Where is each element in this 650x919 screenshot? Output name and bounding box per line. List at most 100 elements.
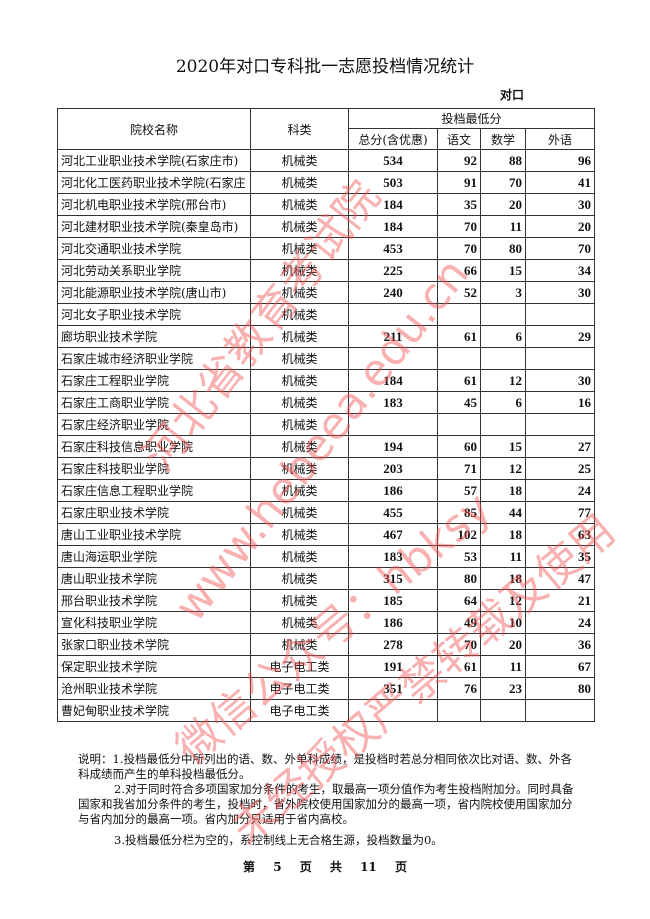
table-row: 石家庄城市经济职业学院 机械类 (57, 347, 595, 370)
total-score (348, 413, 438, 436)
math-score: 6 (480, 391, 526, 414)
total-score: 503 (348, 171, 438, 194)
table-row: 宣化科技职业学院 机械类 186 49 10 24 (57, 611, 595, 634)
table-row: 沧州职业技术学院 电子电工类 351 76 23 80 (57, 677, 595, 700)
note-1: 说明：1.投档最低分中所列出的语、数、外单科成绩，是投档时若总分相同依次比对语、… (78, 752, 572, 781)
chinese-score: 80 (437, 567, 481, 590)
chinese-score: 60 (437, 435, 481, 458)
category: 机械类 (250, 149, 349, 172)
header-min-score: 投档最低分 (348, 108, 595, 129)
chinese-score: 85 (437, 501, 481, 524)
total-score: 211 (348, 325, 438, 348)
school-name: 石家庄经济职业学院 (57, 413, 251, 436)
english-score: 30 (525, 193, 595, 216)
english-score: 70 (525, 237, 595, 260)
chinese-score: 64 (437, 589, 481, 612)
school-name: 沧州职业技术学院 (57, 677, 251, 700)
table-row: 石家庄工商职业学院 机械类 183 45 6 16 (57, 391, 595, 414)
note-2: 2.对于同时符合多项国家加分条件的考生，取最高一项分值作为考生投档附加分。同时具… (78, 782, 574, 826)
admission-table: 院校名称 科类 投档最低分 总分(含优惠) 语文 数学 外语 河北工业职业技术学… (57, 108, 595, 722)
table-row: 石家庄科技信息职业学院 机械类 194 60 15 27 (57, 435, 595, 458)
header-chinese: 语文 (437, 128, 481, 150)
page-title: 2020年对口专科批一志愿投档情况统计 (175, 57, 475, 77)
english-score: 36 (525, 633, 595, 656)
school-name: 石家庄工程职业学院 (57, 369, 251, 392)
table-row: 邢台职业技术学院 机械类 185 64 12 21 (57, 589, 595, 612)
math-score: 70 (480, 171, 526, 194)
header-english: 外语 (525, 128, 595, 150)
english-score: 67 (525, 655, 595, 678)
chinese-score: 49 (437, 611, 481, 634)
chinese-score: 35 (437, 193, 481, 216)
category: 机械类 (250, 589, 349, 612)
total-score (348, 347, 438, 370)
chinese-score: 61 (437, 655, 481, 678)
english-score: 24 (525, 479, 595, 502)
math-score: 15 (480, 259, 526, 282)
chinese-score: 45 (437, 391, 481, 414)
table-row: 河北劳动关系职业学院 机械类 225 66 15 34 (57, 259, 595, 282)
math-score: 11 (480, 655, 526, 678)
category: 机械类 (250, 457, 349, 480)
school-name: 邢台职业技术学院 (57, 589, 251, 612)
english-score: 20 (525, 215, 595, 238)
category: 机械类 (250, 435, 349, 458)
category: 电子电工类 (250, 677, 349, 700)
school-name: 唐山职业技术学院 (57, 567, 251, 590)
category: 机械类 (250, 325, 349, 348)
school-name: 河北建材职业技术学院(秦皇岛市) (57, 215, 251, 238)
total-score: 194 (348, 435, 438, 458)
chinese-score: 52 (437, 281, 481, 304)
category: 机械类 (250, 501, 349, 524)
category: 机械类 (250, 171, 349, 194)
math-score (480, 413, 526, 436)
school-name: 石家庄工商职业学院 (57, 391, 251, 414)
category: 机械类 (250, 347, 349, 370)
english-score: 30 (525, 369, 595, 392)
total-score: 467 (348, 523, 438, 546)
english-score: 21 (525, 589, 595, 612)
math-score: 3 (480, 281, 526, 304)
english-score: 77 (525, 501, 595, 524)
total-score: 184 (348, 215, 438, 238)
school-name: 河北化工医药职业技术学院(石家庄 (57, 171, 251, 194)
math-score: 12 (480, 457, 526, 480)
english-score: 24 (525, 611, 595, 634)
table-row: 保定职业技术学院 电子电工类 191 61 11 67 (57, 655, 595, 678)
total-score: 185 (348, 589, 438, 612)
table-row: 河北能源职业技术学院(唐山市) 机械类 240 52 3 30 (57, 281, 595, 304)
math-score: 6 (480, 325, 526, 348)
category: 机械类 (250, 281, 349, 304)
total-score: 203 (348, 457, 438, 480)
total-score: 534 (348, 149, 438, 172)
category: 机械类 (250, 413, 349, 436)
math-score: 12 (480, 589, 526, 612)
english-score (525, 347, 595, 370)
category: 机械类 (250, 259, 349, 282)
english-score: 25 (525, 457, 595, 480)
math-score (480, 303, 526, 326)
school-name: 曹妃甸职业技术学院 (57, 699, 251, 722)
chinese-score: 70 (437, 215, 481, 238)
page-footer: 第 5 页 共 11 页 (243, 860, 407, 874)
english-score: 96 (525, 149, 595, 172)
category: 机械类 (250, 611, 349, 634)
table-row: 唐山海运职业学院 机械类 183 53 11 35 (57, 545, 595, 568)
category: 机械类 (250, 237, 349, 260)
header-category: 科类 (250, 108, 349, 150)
category: 机械类 (250, 303, 349, 326)
english-score: 47 (525, 567, 595, 590)
chinese-score: 76 (437, 677, 481, 700)
total-score: 351 (348, 677, 438, 700)
school-name: 河北能源职业技术学院(唐山市) (57, 281, 251, 304)
school-name: 唐山海运职业学院 (57, 545, 251, 568)
math-score: 15 (480, 435, 526, 458)
school-name: 河北交通职业技术学院 (57, 237, 251, 260)
school-name: 石家庄城市经济职业学院 (57, 347, 251, 370)
table-row: 张家口职业技术学院 机械类 278 70 20 36 (57, 633, 595, 656)
english-score: 80 (525, 677, 595, 700)
chinese-score: 53 (437, 545, 481, 568)
school-name: 保定职业技术学院 (57, 655, 251, 678)
english-score: 41 (525, 171, 595, 194)
school-name: 石家庄科技职业学院 (57, 457, 251, 480)
